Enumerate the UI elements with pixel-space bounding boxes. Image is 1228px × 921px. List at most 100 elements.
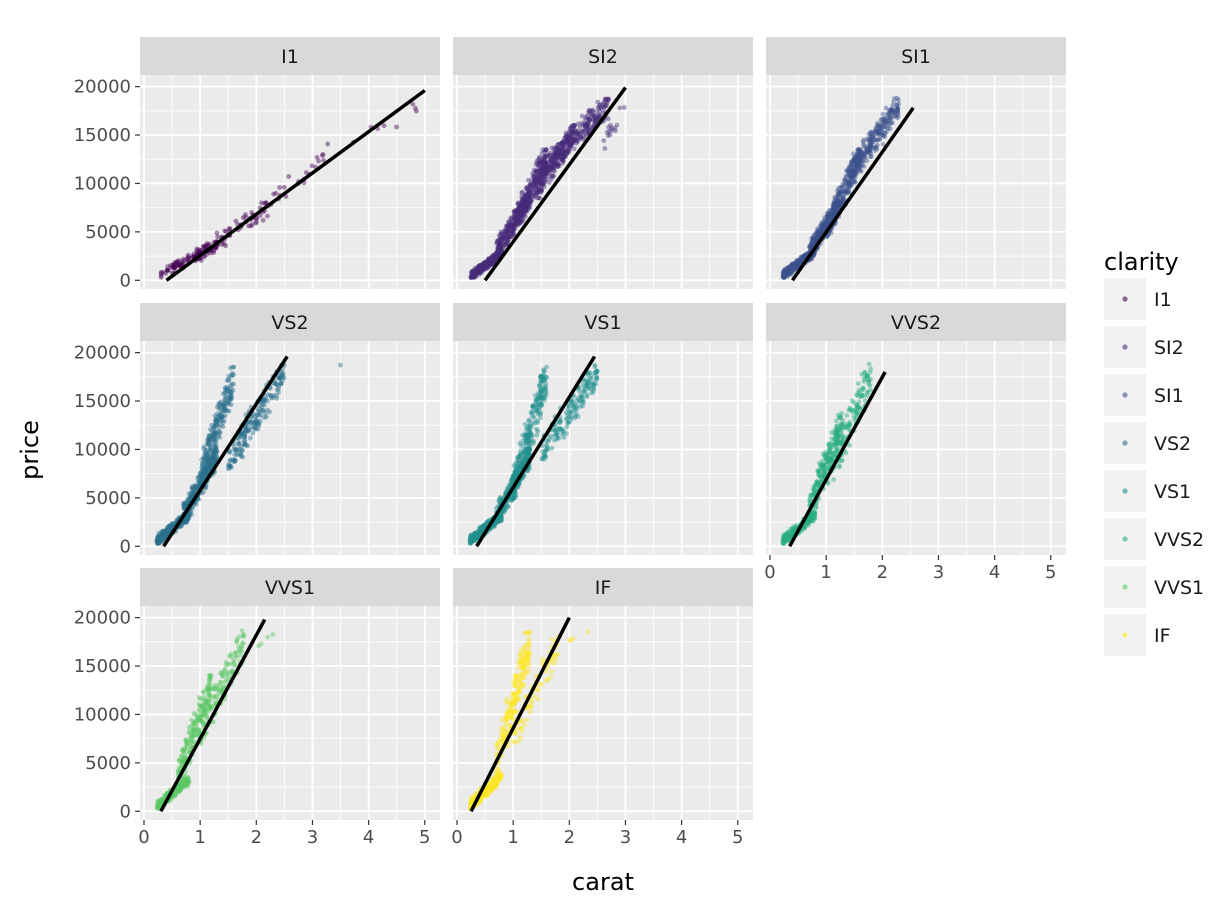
data-point — [471, 273, 476, 279]
data-point — [181, 258, 187, 264]
data-point — [476, 265, 481, 270]
data-point — [258, 407, 264, 413]
data-point — [580, 398, 586, 403]
data-point — [826, 217, 832, 223]
data-point — [485, 259, 491, 265]
data-point — [781, 538, 786, 544]
y-tick-label: 10000 — [74, 439, 131, 460]
data-point — [494, 251, 500, 257]
data-point — [621, 105, 627, 110]
data-point — [493, 255, 499, 261]
data-point — [338, 362, 343, 368]
data-point — [220, 424, 226, 429]
data-point — [472, 268, 478, 273]
data-point — [488, 259, 494, 265]
data-point — [170, 265, 176, 271]
data-point — [480, 266, 486, 272]
data-point — [488, 258, 493, 264]
data-point — [811, 236, 817, 242]
data-point — [488, 258, 493, 263]
data-point — [861, 164, 867, 170]
data-point — [477, 271, 482, 277]
data-point — [487, 257, 492, 263]
data-point — [478, 264, 483, 270]
data-point — [474, 267, 480, 273]
data-point — [176, 262, 182, 268]
data-point — [486, 262, 492, 267]
data-point — [165, 268, 171, 273]
data-point — [560, 157, 565, 163]
data-point — [551, 154, 556, 159]
data-point — [498, 236, 504, 242]
data-point — [519, 212, 524, 218]
facet-panel-vs1: VS1 — [453, 303, 753, 555]
data-point — [482, 260, 488, 266]
data-point — [227, 458, 233, 464]
data-point — [486, 262, 492, 268]
data-point — [488, 262, 494, 267]
data-point — [470, 273, 476, 278]
data-point — [201, 254, 207, 260]
facet-strip — [453, 37, 753, 75]
data-point — [279, 369, 285, 375]
data-point — [576, 131, 581, 137]
data-point — [491, 255, 496, 261]
data-point — [273, 190, 279, 196]
data-point — [485, 262, 491, 268]
data-point — [163, 271, 169, 276]
data-point — [888, 120, 894, 125]
data-point — [181, 503, 186, 508]
data-point — [564, 424, 570, 430]
data-point — [231, 364, 237, 370]
data-point — [592, 364, 598, 370]
data-point — [260, 217, 266, 223]
data-point — [227, 226, 233, 232]
data-point — [489, 257, 495, 262]
data-point — [471, 269, 477, 275]
data-points — [158, 101, 419, 280]
data-point — [240, 215, 246, 221]
data-point — [498, 231, 503, 237]
data-point — [480, 264, 485, 270]
data-point — [487, 261, 493, 267]
data-point — [246, 223, 252, 229]
data-point — [497, 250, 503, 256]
data-point — [215, 234, 221, 240]
data-point — [191, 251, 197, 257]
data-point — [519, 207, 524, 213]
data-point — [576, 121, 581, 127]
data-point — [209, 428, 215, 434]
data-point — [222, 406, 228, 412]
data-point — [868, 151, 874, 156]
data-point — [474, 268, 480, 273]
data-point — [189, 253, 195, 259]
data-point — [570, 138, 576, 144]
data-point — [857, 148, 862, 154]
data-point — [491, 254, 496, 259]
data-point — [204, 241, 210, 246]
data-point — [286, 174, 292, 179]
data-point — [838, 189, 844, 195]
data-point — [793, 265, 798, 270]
data-point — [225, 466, 231, 472]
data-point — [480, 266, 486, 271]
data-point — [525, 426, 531, 431]
data-point — [205, 441, 211, 447]
data-point — [493, 254, 498, 260]
data-point — [477, 269, 483, 275]
data-point — [181, 256, 186, 262]
data-point — [477, 263, 483, 268]
data-point — [172, 265, 178, 270]
data-point — [176, 261, 181, 267]
data-point — [514, 463, 519, 468]
data-point — [175, 258, 180, 264]
data-point — [480, 262, 485, 268]
data-point — [517, 213, 523, 218]
data-point — [185, 256, 191, 261]
data-point — [571, 122, 577, 128]
data-point — [498, 247, 503, 253]
data-point — [604, 130, 610, 135]
data-point — [186, 255, 192, 261]
data-point — [158, 275, 164, 280]
data-point — [203, 244, 208, 249]
